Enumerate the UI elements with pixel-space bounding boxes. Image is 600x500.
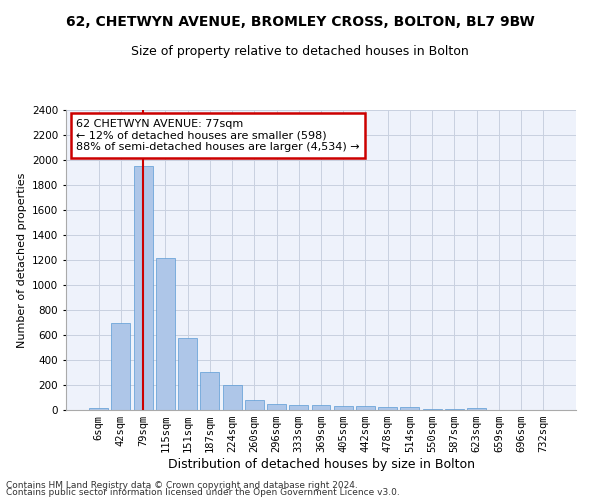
- Bar: [200, 372, 219, 410]
- Y-axis label: Number of detached properties: Number of detached properties: [17, 172, 26, 348]
- X-axis label: Distribution of detached houses by size in Bolton: Distribution of detached houses by size …: [167, 458, 475, 471]
- Bar: [134, 166, 152, 410]
- Text: 62, CHETWYN AVENUE, BROMLEY CROSS, BOLTON, BL7 9BW: 62, CHETWYN AVENUE, BROMLEY CROSS, BOLTO…: [65, 15, 535, 29]
- Bar: [89, 408, 108, 410]
- Text: Contains HM Land Registry data © Crown copyright and database right 2024.: Contains HM Land Registry data © Crown c…: [6, 480, 358, 490]
- Bar: [467, 408, 486, 410]
- Text: 62 CHETWYN AVENUE: 77sqm
← 12% of detached houses are smaller (598)
88% of semi-: 62 CHETWYN AVENUE: 77sqm ← 12% of detach…: [76, 119, 360, 152]
- Text: Size of property relative to detached houses in Bolton: Size of property relative to detached ho…: [131, 45, 469, 58]
- Bar: [378, 407, 397, 410]
- Bar: [289, 406, 308, 410]
- Bar: [223, 385, 242, 410]
- Bar: [156, 258, 175, 410]
- Bar: [400, 407, 419, 410]
- Bar: [178, 338, 197, 410]
- Bar: [112, 322, 130, 410]
- Bar: [356, 406, 375, 410]
- Bar: [311, 406, 331, 410]
- Bar: [267, 404, 286, 410]
- Bar: [245, 400, 264, 410]
- Text: Contains public sector information licensed under the Open Government Licence v3: Contains public sector information licen…: [6, 488, 400, 497]
- Bar: [334, 406, 353, 410]
